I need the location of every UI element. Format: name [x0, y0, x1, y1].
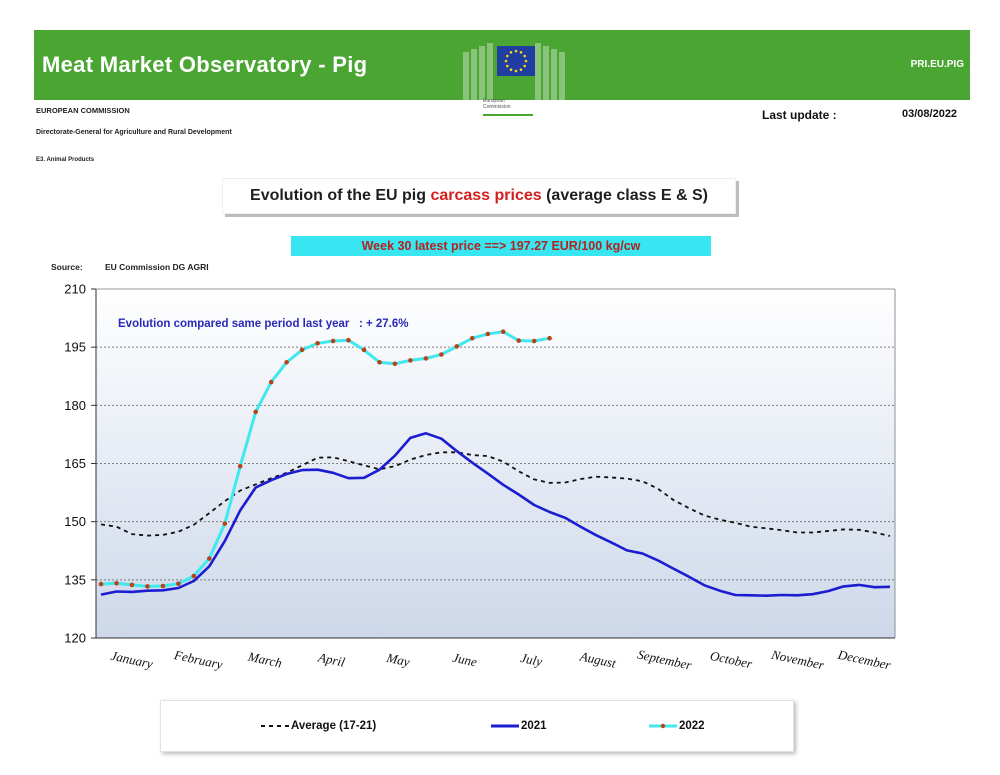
chart-title-part: Evolution of the EU pig [250, 187, 431, 204]
x-tick-label: July [519, 650, 544, 669]
legend-item-2022: 2022 [649, 701, 705, 751]
price-chart: 120 135 150 165 180 195 210 January February Mar… [64, 282, 896, 673]
app-title: Meat Market Observatory - Pig [42, 52, 368, 77]
latest-price-banner: Week 30 latest price ==> 197.27 EUR/100 … [291, 236, 711, 256]
x-tick-label: January [110, 648, 155, 672]
series-2022-point [299, 347, 305, 353]
organization-name: EUROPEAN COMMISSION [36, 106, 130, 115]
eu-star [519, 68, 523, 71]
series-2022-point [423, 356, 429, 361]
series-2021-line [100, 431, 891, 598]
legend-label-2021: 2021 [521, 720, 547, 732]
x-tick-label: December [836, 647, 893, 673]
series-2022-point [253, 409, 258, 415]
legend-swatch-2022 [649, 723, 677, 729]
series-2022-point [500, 329, 506, 335]
series-2022-point [114, 581, 119, 586]
series-2022-point [470, 335, 475, 341]
chart-title: Evolution of the EU pig carcass prices (… [222, 178, 736, 214]
eu-star [506, 54, 509, 58]
eu-star [519, 51, 523, 54]
series-2022-point [361, 347, 367, 353]
series-2022-point [346, 337, 351, 343]
logo-underline [483, 114, 533, 116]
unit-name: E3. Animal Products [36, 157, 95, 163]
series-2022-point [516, 338, 521, 343]
series-2022-point [207, 556, 212, 561]
source-value: EU Commission DG AGRI [105, 262, 209, 272]
last-update-label: Last update : [762, 108, 837, 122]
x-tick-label: May [384, 650, 411, 670]
eu-star [509, 68, 513, 71]
legend-swatch-average [261, 725, 289, 727]
series-2022-point [330, 338, 336, 344]
y-tick-label: 195 [64, 340, 86, 355]
report-code: PRI.EU.PIG [910, 59, 964, 70]
eu-star [514, 69, 518, 73]
series-2022-point [237, 463, 243, 469]
legend-item-2021: 2021 [491, 701, 547, 751]
y-tick-label: 135 [64, 572, 86, 587]
eu-star [523, 54, 526, 58]
header-banner: Meat Market Observatory - Pig PRI.EU.PIG [34, 30, 970, 106]
eu-star [524, 59, 528, 63]
y-tick-label: 180 [64, 398, 86, 413]
series-2022-point [98, 581, 104, 587]
series-2022-point [315, 341, 320, 346]
last-update-date: 03/08/2022 [902, 108, 958, 120]
directorate-name: Directorate-General for Agriculture and … [36, 129, 232, 136]
y-tick-label: 120 [64, 631, 86, 646]
y-tick-label: 210 [64, 282, 86, 297]
series-2022-point [191, 573, 197, 579]
eu-star [509, 51, 513, 54]
european-commission-logo [463, 43, 565, 106]
series-2022-line [100, 330, 550, 588]
legend-swatch-2021 [491, 724, 519, 728]
x-tick-label: November [769, 646, 826, 672]
x-tick-label: October [709, 648, 755, 672]
chart-annotation: Evolution compared same period last year… [118, 318, 408, 330]
series-2022-point [485, 331, 491, 337]
y-tick-label: 150 [64, 514, 86, 529]
series-2022-point [392, 361, 398, 367]
eu-star [504, 59, 508, 63]
legend-label-average: Average (17-21) [291, 720, 377, 732]
eu-star [506, 64, 509, 68]
series-2022-point [377, 360, 382, 365]
series-2022-point [439, 352, 444, 357]
eu-star [514, 49, 518, 53]
series-2022-point [222, 521, 228, 526]
chart-title-highlight: carcass prices [430, 187, 542, 204]
chart-legend: Average (17-21) 2021 2022 [160, 700, 794, 752]
series-2022-point [454, 344, 460, 349]
legend-label-2022: 2022 [679, 720, 705, 732]
x-tick-label: March [246, 649, 284, 671]
chart-title-part: (average class E & S) [541, 187, 708, 204]
x-tick-label: September [636, 647, 694, 673]
x-tick-label: April [316, 649, 347, 670]
series-2022-point [129, 582, 135, 588]
series-2022-point [145, 584, 150, 589]
source-label: Source: [51, 262, 83, 272]
series-2022-point [408, 358, 413, 363]
logo-caption: European Commission [483, 98, 511, 110]
x-tick-label: February [172, 647, 224, 672]
series-2022-point [531, 338, 537, 344]
series-2022-point [547, 335, 552, 341]
plot-area [96, 289, 895, 638]
eu-star [523, 64, 526, 68]
series-2022-point [284, 360, 289, 365]
series-2022-point [176, 581, 181, 586]
x-tick-label: August [578, 648, 618, 670]
y-tick-label: 165 [64, 456, 86, 471]
legend-item-average: Average (17-21) [261, 701, 376, 751]
series-2022-point [160, 583, 166, 589]
series-2022-point [268, 379, 274, 385]
x-tick-label: June [451, 650, 478, 670]
